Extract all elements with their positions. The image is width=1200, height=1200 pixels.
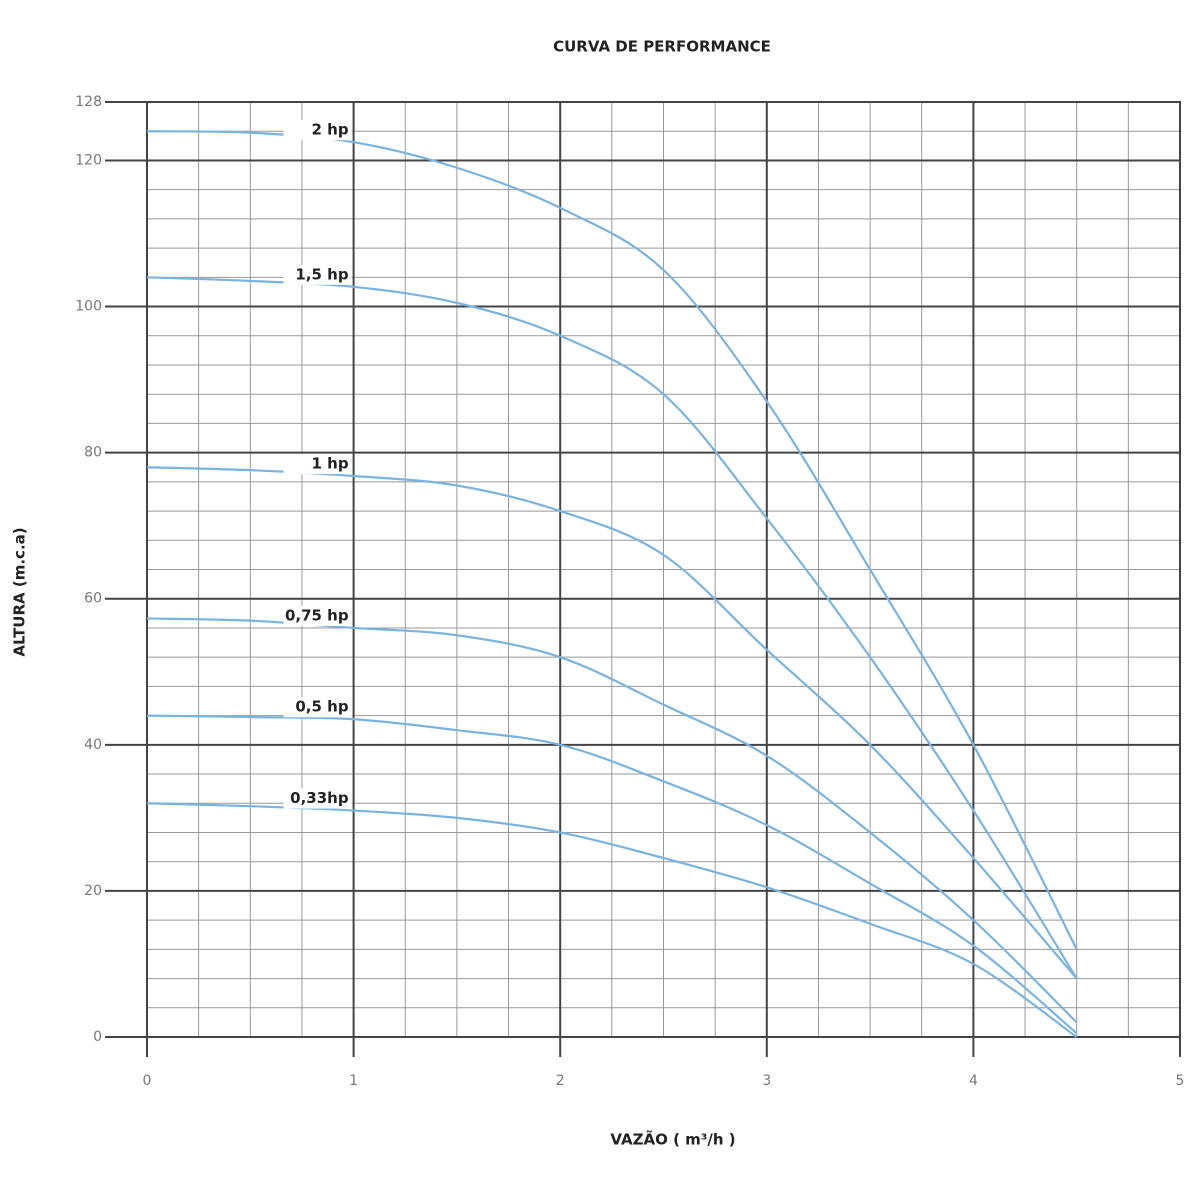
plot-frame [146,101,1181,1038]
label-backdrop [283,120,352,141]
label-backdrop [283,697,352,718]
y-tick-label: 100 [75,299,102,315]
x-tick-label: 3 [762,1073,771,1089]
x-tick-label: 2 [556,1073,565,1089]
x-tick-label: 1 [349,1073,358,1089]
y-tick-label: 120 [75,152,102,168]
x-axis-label: VAZÃO ( m³/h ) [610,1130,735,1149]
series-label: 0,33hp [290,789,349,807]
y-tick-label: 60 [84,591,102,607]
y-tick-label: 80 [84,445,102,461]
label-backdrop [283,788,352,809]
y-tick-label: 40 [84,737,102,753]
label-backdrop [283,264,352,285]
y-tick-label: 128 [75,94,102,110]
series-label: 0,75 hp [285,606,349,624]
series-label: 0,5 hp [295,698,348,716]
label-backdrop [283,605,352,626]
series-label: 1,5 hp [295,265,348,283]
chart-title: CURVA DE PERFORMANCE [553,38,771,56]
y-axis-label: ALTURA (m.c.a) [11,527,29,656]
series-label: 1 hp [312,455,349,473]
x-tick-label: 5 [1176,1073,1185,1089]
series-label: 2 hp [312,121,349,139]
x-tick-label: 0 [143,1073,152,1089]
performance-curve [146,714,1078,1035]
x-tick-label: 4 [969,1073,978,1089]
y-tick-label: 20 [84,883,102,899]
label-backdrop [283,454,352,474]
y-tick-label: 0 [93,1029,102,1045]
